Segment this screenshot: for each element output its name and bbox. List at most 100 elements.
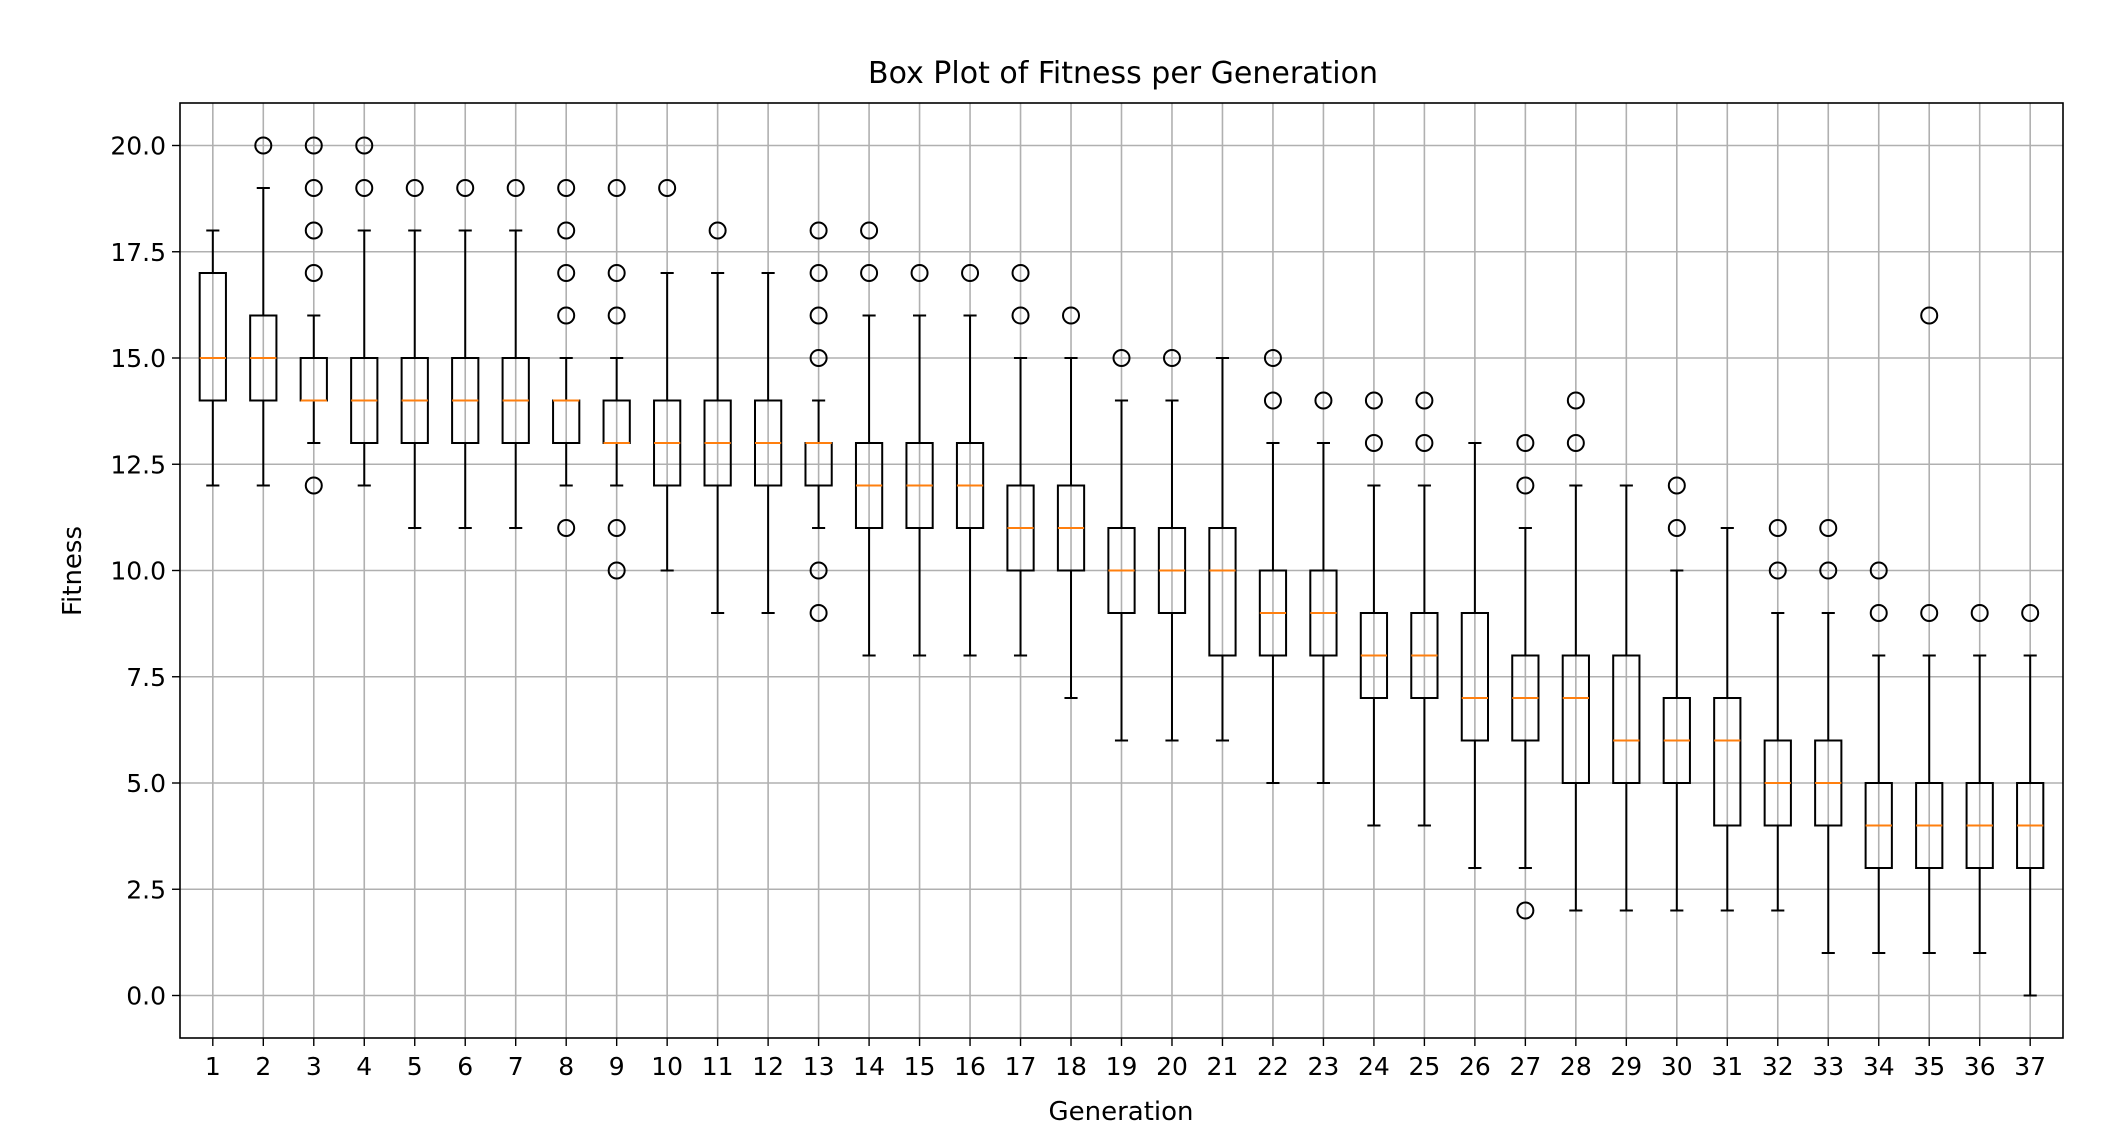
x-tick-label: 21 <box>1207 1052 1239 1081</box>
y-tick-label: 7.5 <box>126 663 166 692</box>
x-tick-label: 34 <box>1863 1052 1895 1081</box>
x-tick-label: 37 <box>2014 1052 2046 1081</box>
box-generation-34 <box>1864 561 1893 954</box>
box-generation-25 <box>1410 391 1439 827</box>
x-tick-label: 12 <box>752 1052 784 1081</box>
x-tick-label: 32 <box>1762 1052 1794 1081</box>
x-tick-label: 3 <box>306 1052 322 1081</box>
box-generation-10 <box>653 179 682 572</box>
outlier-point <box>809 604 828 622</box>
outlier-point <box>809 264 828 282</box>
outlier-point <box>557 264 576 282</box>
outlier-point <box>1011 264 1030 282</box>
outlier-point <box>860 221 879 240</box>
x-tick-label: 11 <box>702 1052 734 1081</box>
box-generation-37 <box>2016 604 2045 997</box>
outlier-point <box>355 136 374 155</box>
y-tick-label: 17.5 <box>110 238 166 267</box>
iqr-box <box>198 272 227 402</box>
box-generation-11 <box>703 221 732 614</box>
box-generation-29 <box>1612 484 1641 912</box>
x-tick-label: 1 <box>205 1052 221 1081</box>
outlier-point <box>607 179 626 197</box>
outlier-point <box>809 306 828 325</box>
x-tick-label: 16 <box>954 1052 986 1081</box>
iqr-box <box>1208 527 1237 657</box>
iqr-box <box>1713 697 1742 827</box>
x-tick-label: 24 <box>1358 1052 1390 1081</box>
outlier-point <box>1364 391 1383 410</box>
x-tick-label: 7 <box>508 1052 524 1081</box>
box-generation-22 <box>1258 349 1288 784</box>
x-tick-label: 22 <box>1257 1052 1289 1081</box>
x-tick-label: 8 <box>558 1052 574 1081</box>
box-generation-2 <box>249 136 278 487</box>
outlier-point <box>1516 901 1535 920</box>
iqr-box <box>1612 654 1641 784</box>
box-generation-26 <box>1460 442 1490 869</box>
y-tick-label: 10.0 <box>110 557 166 586</box>
y-tick-label: 0.0 <box>126 982 166 1011</box>
x-tick-label: 6 <box>457 1052 473 1081</box>
x-axis-label: Generation <box>1048 1097 1193 1127</box>
x-tick-label: 23 <box>1308 1052 1340 1081</box>
outlier-point <box>708 221 727 240</box>
x-tick-label: 9 <box>609 1052 625 1081</box>
outlier-point <box>1263 391 1282 410</box>
axis-ticks: 0.02.55.07.510.012.515.017.520.01 2 3 4 5 6 7 8… <box>110 132 2046 1082</box>
outlier-point <box>506 179 525 197</box>
outlier-point <box>1364 434 1383 452</box>
outlier-point <box>1970 604 1989 622</box>
x-tick-label: 14 <box>853 1052 885 1081</box>
x-tick-label: 29 <box>1610 1052 1642 1081</box>
box-generation-12 <box>753 272 783 614</box>
box-generation-6 <box>451 179 480 529</box>
outlier-point <box>1768 519 1787 537</box>
box-generation-16 <box>955 264 985 657</box>
x-tick-label: 27 <box>1509 1052 1541 1081</box>
box-generation-21 <box>1208 357 1237 742</box>
outlier-point <box>1314 391 1333 410</box>
box-generation-35 <box>1915 306 1944 954</box>
outlier-point <box>304 136 323 155</box>
box-generation-31 <box>1713 527 1742 912</box>
outlier-point <box>304 179 323 197</box>
box-generation-23 <box>1309 391 1338 784</box>
box-marks <box>198 136 2045 997</box>
outlier-point <box>304 221 323 240</box>
x-tick-label: 36 <box>1964 1052 1996 1081</box>
outlier-point <box>910 264 929 282</box>
x-tick-label: 10 <box>651 1052 683 1081</box>
x-tick-label: 20 <box>1156 1052 1188 1081</box>
y-axis-label: Fitness <box>58 526 88 616</box>
outlier-point <box>1869 604 1888 622</box>
box-generation-7 <box>501 179 530 529</box>
box-generation-3 <box>299 136 328 495</box>
x-tick-label: 13 <box>803 1052 835 1081</box>
outlier-point <box>557 519 576 537</box>
outlier-point <box>1819 519 1838 537</box>
y-tick-label: 5.0 <box>126 769 166 798</box>
x-tick-label: 2 <box>255 1052 271 1081</box>
outlier-point <box>456 179 475 197</box>
box-generation-17 <box>1006 264 1035 657</box>
box-generation-18 <box>1056 306 1086 699</box>
outlier-point <box>304 476 323 495</box>
outlier-point <box>658 179 677 197</box>
outlier-point <box>1516 434 1535 452</box>
x-tick-label: 28 <box>1560 1052 1592 1081</box>
outlier-point <box>2021 604 2040 622</box>
outlier-point <box>809 561 828 580</box>
box-generation-24 <box>1359 391 1389 827</box>
box-generation-33 <box>1814 519 1843 954</box>
outlier-point <box>607 306 626 325</box>
y-tick-label: 15.0 <box>110 344 166 373</box>
outlier-point <box>1667 476 1686 495</box>
x-tick-label: 25 <box>1408 1052 1440 1081</box>
outlier-point <box>355 179 374 197</box>
outlier-point <box>1920 306 1939 325</box>
outlier-point <box>1011 306 1030 325</box>
y-tick-label: 2.5 <box>126 875 166 904</box>
box-generation-8 <box>552 179 581 537</box>
box-generation-27 <box>1511 434 1540 920</box>
